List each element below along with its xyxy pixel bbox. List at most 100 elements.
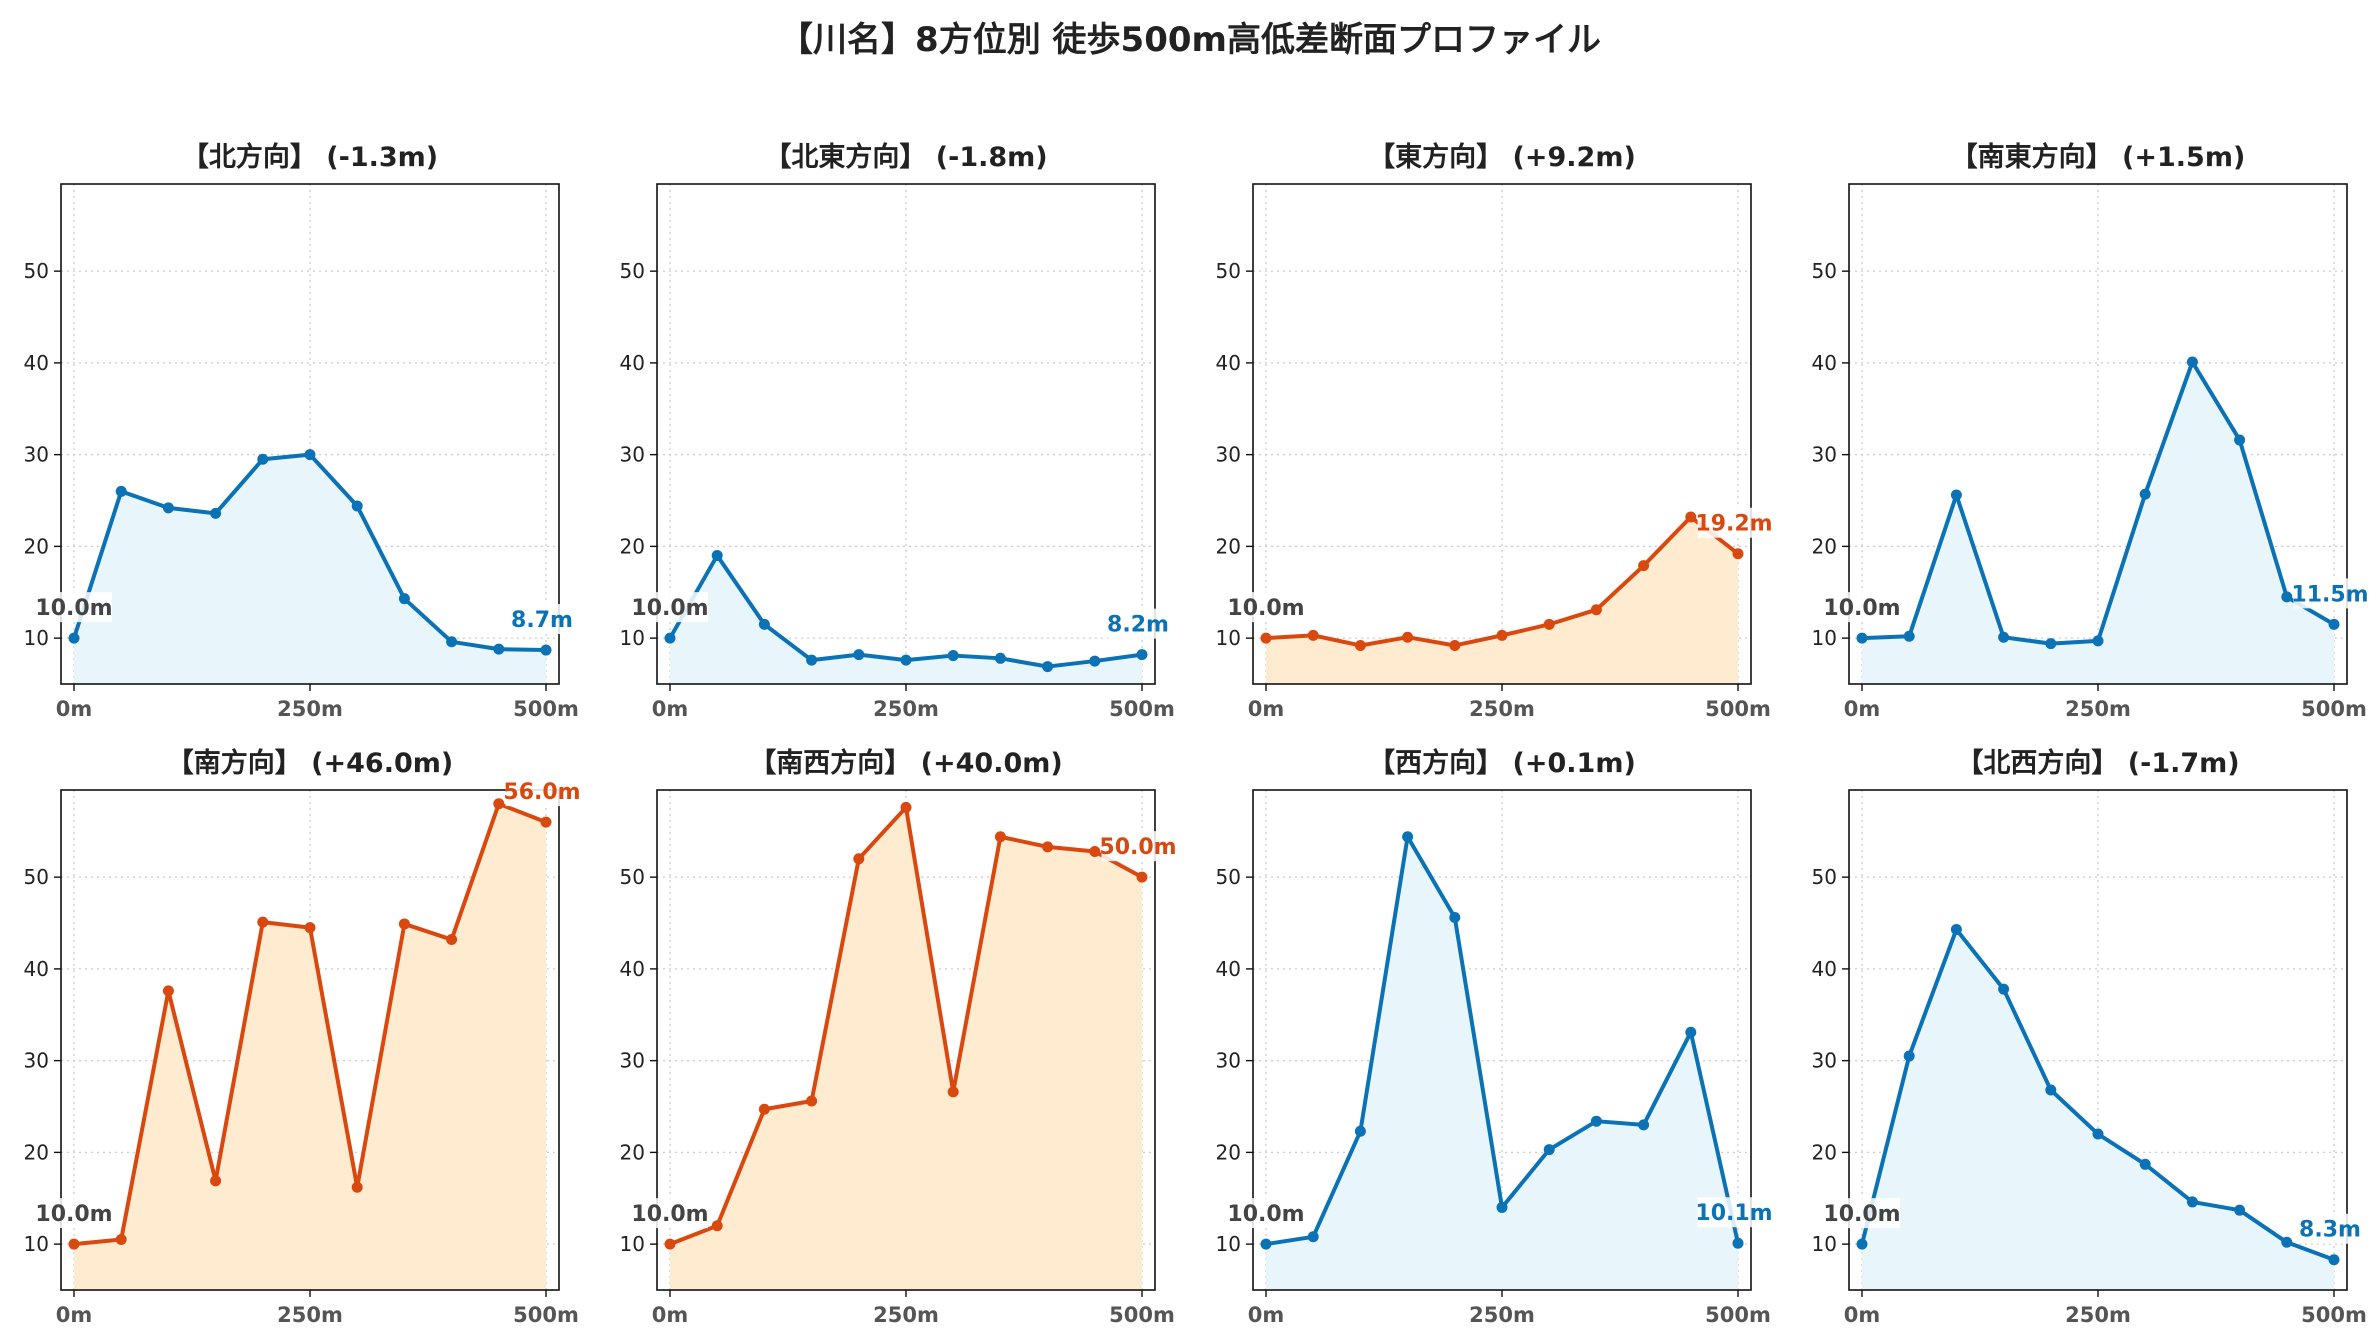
x-tick-label: 0m: [1248, 1303, 1285, 1327]
data-point: [446, 934, 458, 946]
start-label: 10.0m: [631, 596, 708, 621]
end-label-bg: [2300, 1213, 2360, 1244]
y-tick-label: 20: [620, 1140, 645, 1164]
y-tick-label: 30: [1812, 443, 1837, 467]
y-tick-label: 50: [24, 259, 49, 283]
y-tick-label: 40: [24, 351, 49, 375]
y-tick-label: 40: [620, 351, 645, 375]
x-tick-label: 0m: [1844, 1303, 1881, 1327]
area-fill: [1266, 836, 1738, 1290]
y-tick-label: 20: [1812, 1140, 1837, 1164]
data-point: [1998, 983, 2010, 995]
end-label: 8.7m: [511, 608, 573, 633]
data-point: [1136, 649, 1148, 661]
data-point: [1260, 1238, 1272, 1250]
data-point: [1402, 631, 1414, 643]
start-label: 10.0m: [1227, 1202, 1304, 1227]
x-tick-label: 500m: [2301, 697, 2367, 721]
data-point: [2045, 1084, 2057, 1096]
data-point: [1543, 1144, 1555, 1156]
panel-title: 【北東方向】 (-1.8m): [764, 141, 1047, 173]
y-tick-label: 20: [24, 534, 49, 558]
area-fill: [670, 555, 1142, 684]
data-point: [210, 1175, 222, 1187]
start-label-bg: [1824, 592, 1900, 623]
data-point: [351, 500, 363, 512]
data-point: [1685, 511, 1697, 523]
y-tick-label: 10: [1216, 626, 1241, 650]
x-tick-label: 250m: [1469, 1303, 1535, 1327]
data-point: [1307, 1231, 1319, 1243]
start-label-bg: [632, 592, 708, 623]
end-label: 50.0m: [1099, 835, 1176, 860]
x-tick-label: 0m: [56, 697, 93, 721]
data-point: [1732, 1237, 1744, 1249]
y-tick-label: 50: [620, 259, 645, 283]
data-point: [758, 1103, 770, 1115]
data-point: [1903, 630, 1915, 642]
x-tick-label: 250m: [873, 697, 939, 721]
data-point: [994, 831, 1006, 843]
y-tick-label: 50: [1216, 259, 1241, 283]
data-point: [2092, 635, 2104, 647]
panel-title: 【東方向】 (+9.2m): [1368, 141, 1636, 173]
data-point: [1089, 845, 1101, 857]
y-tick-label: 30: [620, 443, 645, 467]
data-point: [162, 985, 174, 997]
data-point: [446, 636, 458, 648]
y-tick-label: 10: [1812, 1232, 1837, 1256]
data-point: [664, 632, 676, 644]
y-tick-label: 40: [620, 957, 645, 981]
data-point: [947, 650, 959, 662]
data-point: [398, 593, 410, 605]
data-point: [2186, 356, 2198, 368]
data-point: [806, 1095, 818, 1107]
start-label: 10.0m: [1823, 596, 1900, 621]
end-label: 10.1m: [1695, 1201, 1772, 1226]
x-tick-label: 500m: [1705, 697, 1771, 721]
data-point: [304, 922, 316, 934]
data-point: [1449, 912, 1461, 924]
start-label-bg: [1228, 592, 1304, 623]
x-tick-label: 0m: [1248, 697, 1285, 721]
area-fill: [1862, 929, 2334, 1290]
data-point: [1449, 639, 1461, 651]
data-point: [1732, 548, 1744, 560]
data-point: [115, 1234, 127, 1246]
start-label-bg: [1228, 1198, 1304, 1229]
data-point: [900, 654, 912, 666]
data-point: [2092, 1128, 2104, 1140]
data-point: [68, 632, 80, 644]
data-point: [257, 453, 269, 465]
data-point: [1136, 871, 1148, 883]
data-point: [257, 916, 269, 928]
figure-title: 【川名】8方位別 徒歩500m高低差断面プロファイル: [779, 20, 1601, 60]
x-tick-label: 0m: [652, 1303, 689, 1327]
x-tick-label: 500m: [513, 1303, 579, 1327]
area-fill: [1862, 361, 2334, 684]
x-tick-label: 250m: [277, 1303, 343, 1327]
y-tick-label: 20: [1216, 1140, 1241, 1164]
x-tick-label: 500m: [513, 697, 579, 721]
end-label-bg: [1697, 507, 1771, 538]
y-tick-label: 40: [1812, 351, 1837, 375]
x-tick-label: 0m: [652, 697, 689, 721]
data-point: [1402, 831, 1414, 843]
x-tick-label: 0m: [56, 1303, 93, 1327]
y-tick-label: 10: [620, 626, 645, 650]
data-point: [2281, 1236, 2293, 1248]
data-point: [1354, 1125, 1366, 1137]
data-point: [1089, 655, 1101, 667]
y-tick-label: 10: [24, 1232, 49, 1256]
area-fill: [74, 803, 546, 1290]
y-tick-label: 30: [24, 1049, 49, 1073]
data-point: [1638, 1119, 1650, 1131]
y-tick-label: 30: [1216, 1049, 1241, 1073]
end-label: 8.3m: [2299, 1218, 2361, 1243]
data-point: [2234, 1204, 2246, 1216]
end-label: 56.0m: [503, 780, 580, 805]
